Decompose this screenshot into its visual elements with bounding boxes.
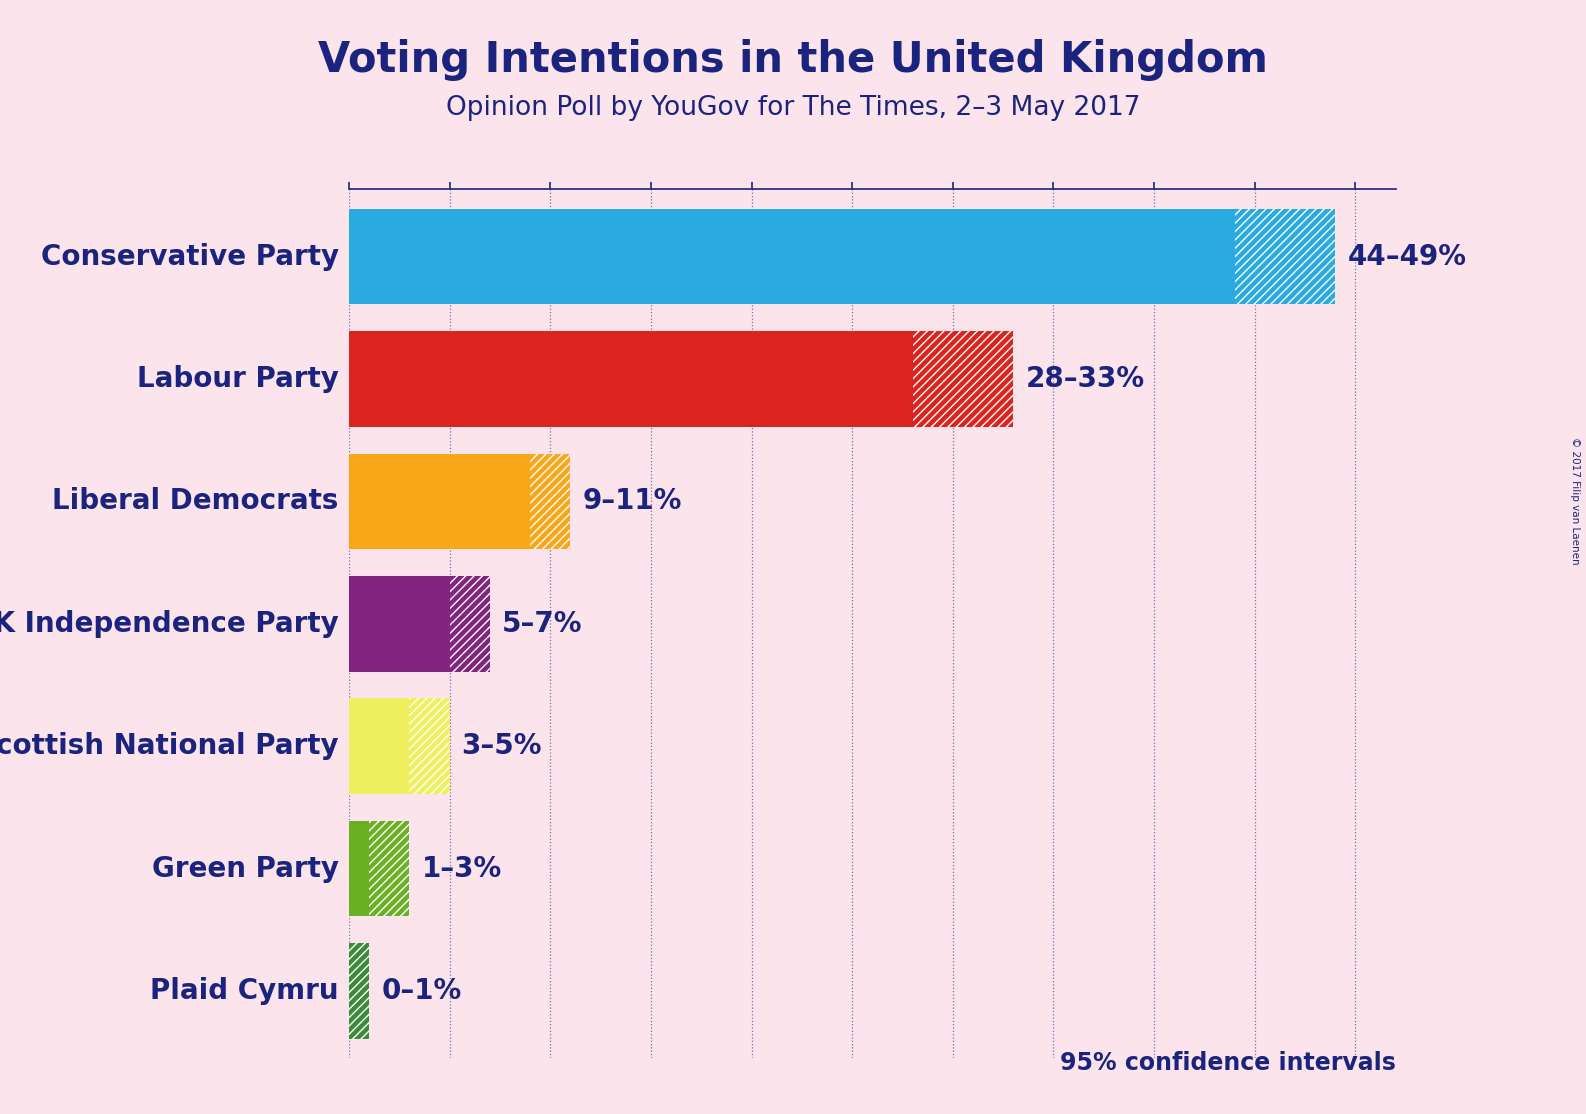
Bar <box>349 821 370 917</box>
Text: Plaid Cymru: Plaid Cymru <box>151 977 339 1005</box>
Text: Conservative Party: Conservative Party <box>41 243 339 271</box>
Bar <box>349 698 409 794</box>
Bar <box>409 698 449 794</box>
Text: Green Party: Green Party <box>152 854 339 882</box>
Bar <box>1234 209 1335 304</box>
Bar <box>349 576 449 672</box>
Text: 95% confidence intervals: 95% confidence intervals <box>1059 1051 1396 1075</box>
Text: Liberal Democrats: Liberal Democrats <box>52 488 339 516</box>
Text: 44–49%: 44–49% <box>1348 243 1467 271</box>
Bar <box>349 453 530 549</box>
Text: Labour Party: Labour Party <box>136 365 339 393</box>
Text: 5–7%: 5–7% <box>501 609 582 638</box>
Text: Scottish National Party: Scottish National Party <box>0 732 339 760</box>
Text: Voting Intentions in the United Kingdom: Voting Intentions in the United Kingdom <box>319 39 1267 81</box>
Text: © 2017 Filip van Laenen: © 2017 Filip van Laenen <box>1570 438 1580 565</box>
Bar <box>349 209 1234 304</box>
Bar <box>349 331 912 427</box>
Text: 9–11%: 9–11% <box>582 488 682 516</box>
Bar <box>530 453 571 549</box>
Bar <box>449 576 490 672</box>
Bar <box>912 331 1013 427</box>
Bar <box>349 944 370 1038</box>
Text: 1–3%: 1–3% <box>422 854 501 882</box>
Text: 28–33%: 28–33% <box>1025 365 1145 393</box>
Text: 3–5%: 3–5% <box>462 732 542 760</box>
Text: UK Independence Party: UK Independence Party <box>0 609 339 638</box>
Text: 0–1%: 0–1% <box>381 977 462 1005</box>
Text: Opinion Poll by YouGov for The Times, 2–3 May 2017: Opinion Poll by YouGov for The Times, 2–… <box>446 95 1140 120</box>
Bar <box>370 821 409 917</box>
